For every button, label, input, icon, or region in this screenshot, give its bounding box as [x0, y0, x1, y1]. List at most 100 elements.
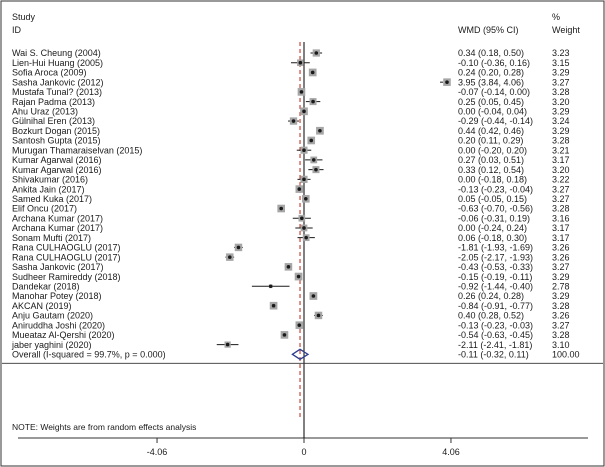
study-row: Sonam Mufti (2017) 0.06 (-0.18, 0.30) 3.17	[12, 233, 570, 243]
header-id: ID	[12, 25, 22, 35]
study-row: Samed Kuka (2017) 0.05 (-0.05, 0.15) 3.27	[12, 194, 570, 204]
study-row: Dandekar (2018) -0.92 (-1.44, -0.40) 2.78	[12, 281, 570, 291]
study-weight: 3.27	[552, 320, 570, 330]
study-weight: 3.29	[552, 126, 570, 136]
point-estimate	[297, 187, 302, 191]
study-ci-text: 0.27 (0.03, 0.51)	[458, 155, 524, 165]
study-row: Bozkurt Dogan (2015) 0.44 (0.42, 0.46) 3.2…	[12, 126, 570, 136]
study-label: Aniruddha Joshi (2020)	[12, 320, 105, 330]
study-label: Gülnihal Eren (2013)	[12, 116, 95, 126]
study-row: Rana CULHAOGLU (2017) -1.81 (-1.93, -1.69…	[12, 243, 570, 253]
study-weight: 3.21	[552, 145, 570, 155]
point-estimate	[314, 167, 318, 172]
point-estimate	[227, 255, 232, 259]
study-row: Aniruddha Joshi (2020) -0.13 (-0.23, -0.0…	[12, 320, 570, 330]
point-estimate	[302, 226, 306, 230]
study-weight: 3.16	[552, 213, 570, 223]
study-weight: 2.78	[552, 281, 570, 291]
overall-label: Overall (I-squared = 99.7%, p = 0.000)	[12, 350, 166, 360]
study-weight: 3.17	[552, 233, 570, 243]
study-ci-text: 0.00 (-0.04, 0.04)	[458, 107, 527, 117]
study-label: Kumar Agarwal (2016)	[12, 155, 102, 165]
point-estimate	[302, 148, 306, 152]
study-label: Anju Gautam (2020)	[12, 311, 93, 321]
study-ci-text: -0.29 (-0.44, -0.14)	[458, 116, 533, 126]
point-estimate	[318, 128, 322, 133]
point-estimate	[304, 235, 308, 240]
study-label: Wai S. Cheung (2004)	[12, 48, 101, 58]
study-weight: 3.28	[552, 204, 570, 214]
study-label: Ahu Uraz (2013)	[12, 107, 78, 117]
study-row: Sasha Jankovic (2017) -0.43 (-0.53, -0.33…	[12, 262, 570, 272]
study-row: Rana CULHAOGLU (2017) -2.05 (-2.17, -1.93…	[12, 252, 570, 262]
study-ci-text: -0.13 (-0.23, -0.03)	[458, 320, 533, 330]
study-weight: 3.20	[552, 165, 570, 175]
study-label: Sasha Jankovic (2012)	[12, 77, 104, 87]
study-row: Anju Gautam (2020) 0.40 (0.28, 0.52) 3.26	[12, 311, 570, 321]
study-rows: Wai S. Cheung (2004) 0.34 (0.18, 0.50) 3.2…	[11, 48, 570, 350]
point-estimate	[311, 158, 316, 162]
point-estimate	[279, 206, 283, 211]
study-label: Rana CULHAOGLU (2017)	[12, 243, 121, 253]
study-row: AKCAN (2019) -0.84 (-0.91, -0.77) 3.28	[12, 301, 570, 311]
point-estimate	[236, 245, 241, 250]
study-label: Ankita Jain (2017)	[12, 184, 85, 194]
point-estimate	[302, 177, 306, 182]
study-row: Archana Kumar (2017) 0.00 (-0.24, 0.24) 3.…	[12, 223, 570, 233]
point-estimate	[291, 119, 296, 123]
point-estimate	[304, 197, 308, 201]
study-label: Bozkurt Dogan (2015)	[12, 126, 100, 136]
study-ci-text: 0.33 (0.12, 0.54)	[458, 165, 524, 175]
study-ci-text: -0.13 (-0.23, -0.04)	[458, 184, 533, 194]
study-row: Shivakumar (2016) 0.00 (-0.18, 0.18) 3.22	[12, 175, 570, 185]
study-label: Samed Kuka (2017)	[12, 194, 92, 204]
study-row: Elif Oncu (2017) -0.63 (-0.70, -0.56) 3.28	[12, 204, 570, 214]
point-estimate	[316, 313, 321, 318]
study-label: Shivakumar (2016)	[12, 175, 88, 185]
study-row: Manohar Potey (2018) 0.26 (0.24, 0.28) 3.2…	[12, 291, 570, 301]
study-label: Dandekar (2018)	[12, 281, 80, 291]
x-tick-label: -4.06	[147, 447, 168, 457]
study-weight: 3.17	[552, 223, 570, 233]
study-ci-text: 0.20 (0.11, 0.29)	[458, 136, 523, 146]
study-ci-text: 3.95 (3.84, 4.06)	[458, 77, 524, 87]
study-weight: 3.29	[552, 107, 570, 117]
point-estimate	[225, 342, 230, 347]
study-label: Kumar Agarwal (2016)	[12, 165, 102, 175]
header-weight: Weight	[552, 25, 580, 35]
study-label: AKCAN (2019)	[12, 301, 72, 311]
study-ci-text: -0.84 (-0.91, -0.77)	[458, 301, 533, 311]
point-estimate	[297, 323, 302, 327]
point-estimate	[298, 60, 303, 65]
study-weight: 3.26	[552, 252, 570, 262]
study-ci-text: -0.07 (-0.14, 0.00)	[458, 87, 530, 97]
study-ci-text: -0.15 (-0.19, -0.11)	[458, 272, 532, 282]
overall-row: Overall (I-squared = 99.7%, p = 0.000) -0…	[2, 348, 603, 364]
study-ci-text: 0.05 (-0.05, 0.15)	[458, 194, 527, 204]
study-label: Mustafa Tunal? (2013)	[12, 87, 102, 97]
point-estimate	[311, 294, 316, 298]
x-axis-ticks: -4.06 0 4.06	[147, 438, 460, 457]
point-estimate	[282, 333, 287, 337]
header-effect: WMD (95% CI)	[458, 25, 519, 35]
study-weight: 3.29	[552, 272, 570, 282]
point-estimate	[445, 80, 449, 84]
point-estimate	[311, 99, 315, 104]
study-label: Sasha Jankovic (2017)	[12, 262, 104, 272]
study-row: Ahu Uraz (2013) 0.00 (-0.04, 0.04) 3.29	[12, 107, 570, 117]
study-weight: 3.28	[552, 330, 570, 340]
point-estimate	[268, 284, 273, 289]
study-ci-text: -0.63 (-0.70, -0.56)	[458, 204, 533, 214]
study-ci-text: -0.10 (-0.36, 0.16)	[458, 58, 530, 68]
study-ci-text: 0.26 (0.24, 0.28)	[458, 291, 524, 301]
study-row: Archana Kumar (2017) -0.06 (-0.31, 0.19) 3…	[12, 213, 570, 223]
study-ci-text: 0.00 (-0.18, 0.18)	[458, 175, 527, 185]
study-weight: 3.28	[552, 136, 570, 146]
study-weight: 3.22	[552, 175, 570, 185]
study-ci-text: -2.05 (-2.17, -1.93)	[458, 252, 533, 262]
study-weight: 3.17	[552, 155, 570, 165]
point-estimate	[286, 265, 291, 269]
